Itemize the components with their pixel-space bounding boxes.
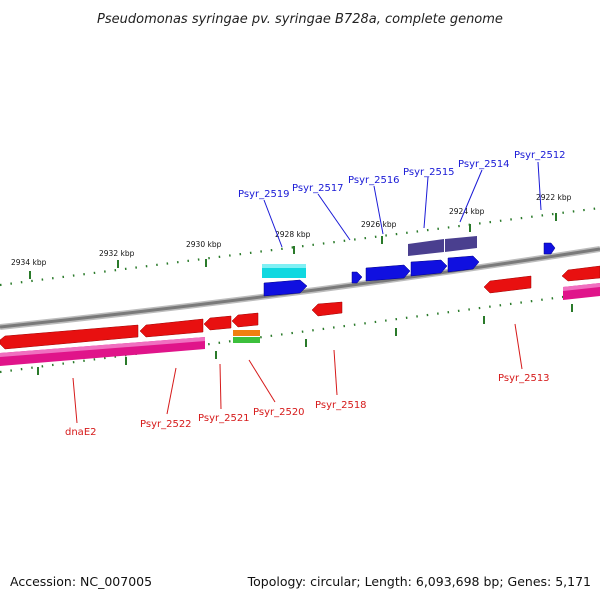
forward-operon-b[interactable] (445, 236, 477, 252)
green-feature[interactable] (233, 337, 260, 343)
lower-scale (0, 290, 600, 375)
label-Psyr-2522: Psyr_2522 (140, 419, 192, 430)
label-Psyr-2519: Psyr_2519 (238, 189, 290, 200)
gene-Psyr-2517[interactable] (351, 271, 363, 284)
gene-Psyr-2513[interactable] (483, 275, 532, 294)
gene-Psyr-2516[interactable] (365, 264, 411, 282)
gene-Psyr-2515[interactable] (410, 259, 448, 277)
reverse-genes (0, 265, 600, 350)
scale-label-2922: 2922 kbp (536, 193, 572, 202)
label-Psyr-2516: Psyr_2516 (348, 175, 400, 186)
gene-Psyr-2519[interactable] (263, 279, 308, 297)
label-Psyr-2521: Psyr_2521 (198, 413, 250, 424)
upper-scale: 2934 kbp 2932 kbp 2930 kbp 2928 kbp 2926… (0, 193, 600, 287)
lower-scale-line (0, 290, 600, 374)
accession-text: Accession: NC_007005 (10, 574, 152, 589)
scale-label-2934: 2934 kbp (11, 258, 47, 267)
label-dnaE2: dnaE2 (65, 427, 97, 438)
reverse-label-leaders (72, 323, 523, 424)
forward-label-leaders (263, 161, 542, 248)
gene-Psyr-2521[interactable] (203, 315, 232, 331)
upper-scale-line (0, 206, 600, 287)
scale-label-2928: 2928 kbp (275, 230, 311, 239)
reverse-operon-band (0, 283, 600, 366)
gene-dnaE2[interactable] (0, 324, 139, 350)
forward-gene-labels: Psyr_2519 Psyr_2517 Psyr_2516 Psyr_2515 … (238, 150, 566, 200)
scale-label-2924: 2924 kbp (449, 207, 485, 216)
label-Psyr-2515: Psyr_2515 (403, 167, 455, 178)
gene-Psyr-2520[interactable] (231, 312, 259, 328)
genome-summary-text: Topology: circular; Length: 6,093,698 bp… (247, 574, 591, 589)
gene-Psyr-2522[interactable] (139, 318, 204, 338)
label-Psyr-2512: Psyr_2512 (514, 150, 566, 161)
forward-genes (262, 236, 556, 297)
gene-Psyr-2514[interactable] (447, 255, 480, 273)
map-title: Pseudomonas syringae pv. syringae B728a,… (97, 12, 503, 27)
scale-label-2932: 2932 kbp (99, 249, 135, 258)
label-Psyr-2520: Psyr_2520 (253, 407, 305, 418)
reverse-gene-labels: dnaE2 Psyr_2522 Psyr_2521 Psyr_2520 Psyr… (65, 373, 550, 438)
label-Psyr-2513: Psyr_2513 (498, 373, 550, 384)
orange-feature[interactable] (233, 330, 260, 336)
scale-label-2926: 2926 kbp (361, 220, 397, 229)
forward-operon-a[interactable] (408, 239, 444, 256)
gene-Psyr-2518[interactable] (311, 301, 343, 317)
scale-label-2930: 2930 kbp (186, 240, 222, 249)
label-Psyr-2517: Psyr_2517 (292, 183, 344, 194)
gene-right-edge[interactable] (561, 265, 600, 282)
label-Psyr-2518: Psyr_2518 (315, 400, 367, 411)
label-Psyr-2514: Psyr_2514 (458, 159, 510, 170)
gene-Psyr-2512[interactable] (543, 242, 556, 255)
